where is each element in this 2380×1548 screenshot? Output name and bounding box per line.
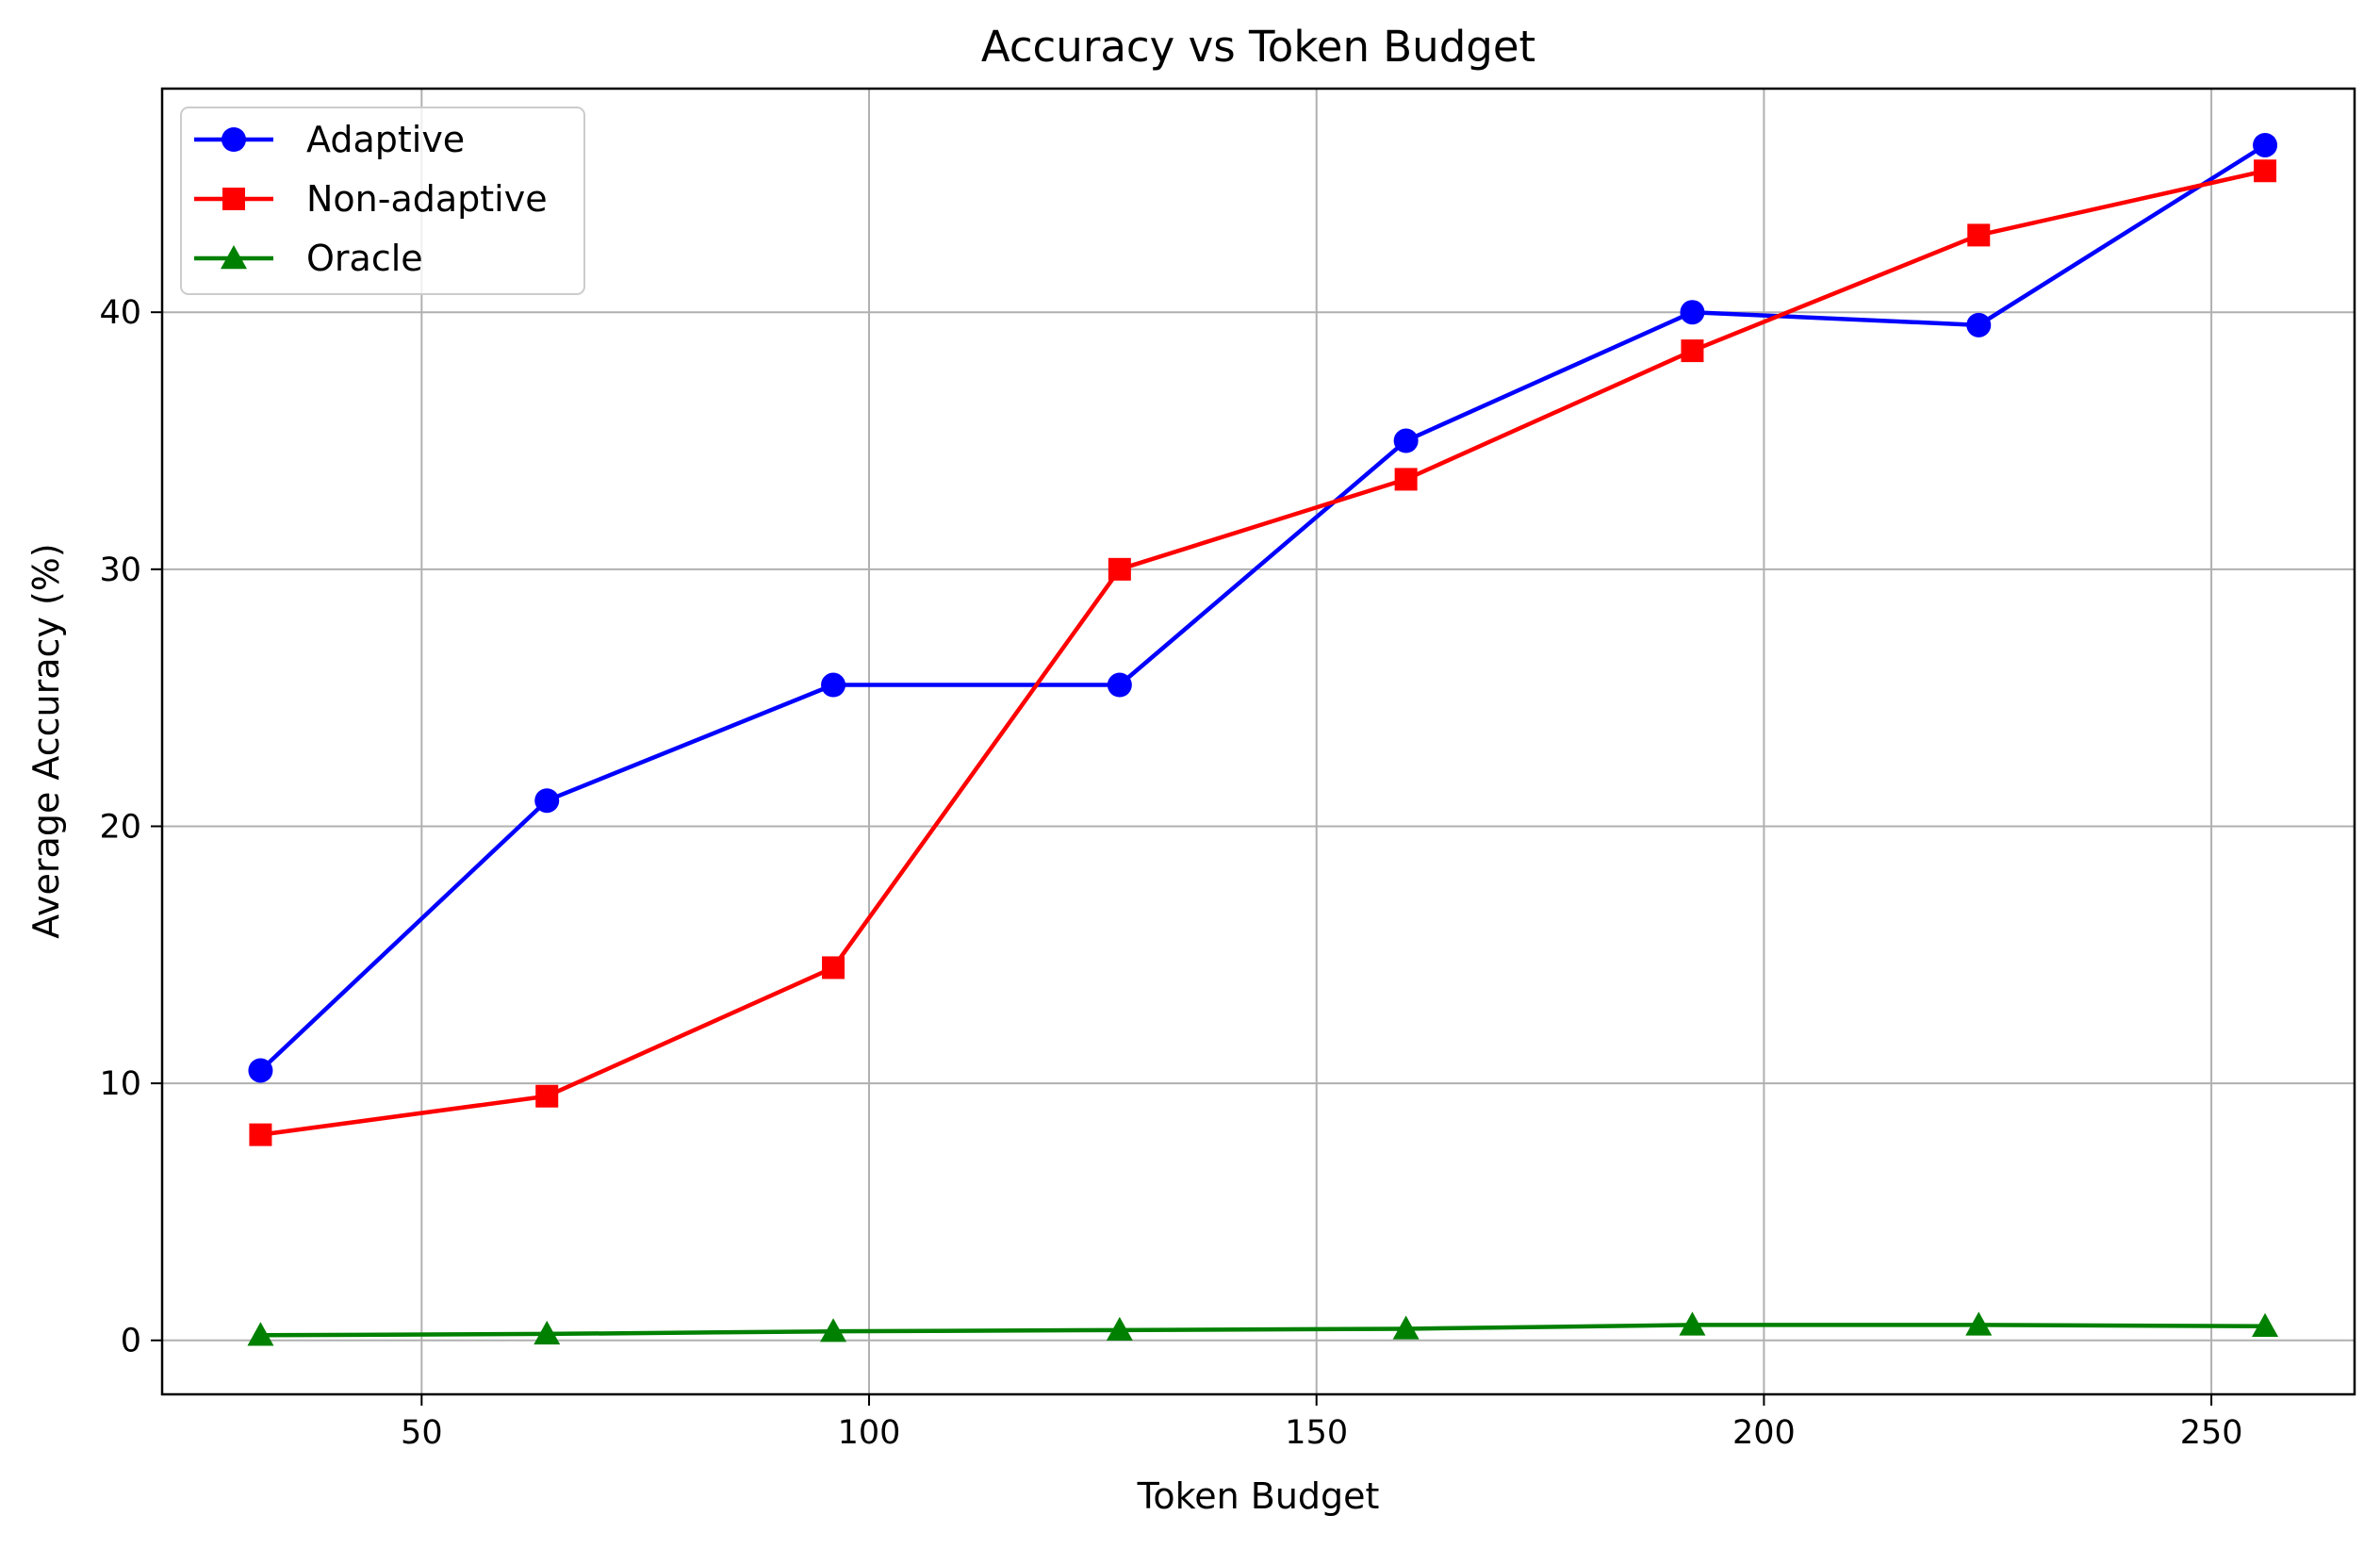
series-non-adaptive: [249, 159, 2277, 1146]
series-group: [247, 132, 2279, 1346]
ticks: 50 100 150 200 250 0 10 20 30 40: [99, 294, 2242, 1452]
x-tick-label: 250: [2180, 1414, 2243, 1452]
data-point-non-adaptive: [822, 956, 845, 980]
series-line-adaptive: [258, 143, 2267, 1073]
data-point-oracle: [1106, 1316, 1133, 1342]
x-tick-label: 150: [1285, 1414, 1348, 1452]
data-point-oracle: [533, 1320, 561, 1345]
data-point-oracle: [247, 1322, 274, 1346]
legend: Adaptive Non-adaptive Oracle: [180, 107, 585, 295]
x-tick-label: 200: [1732, 1414, 1796, 1452]
x-axis-label: Token Budget: [1137, 1475, 1380, 1517]
data-point-non-adaptive: [2254, 159, 2277, 183]
y-tick-label: 40: [99, 294, 141, 332]
legend-item-adaptive: Adaptive: [194, 119, 465, 160]
y-axis-label: Average Accuracy (%): [25, 543, 67, 938]
data-point-oracle: [1392, 1315, 1420, 1340]
x-tick-label: 100: [838, 1414, 901, 1452]
chart-title: Accuracy vs Token Budget: [981, 22, 1535, 72]
legend-label: Non-adaptive: [306, 178, 548, 220]
data-point-non-adaptive: [249, 1123, 272, 1146]
y-tick-label: 0: [121, 1323, 141, 1360]
legend-marker: [221, 245, 247, 270]
data-point-adaptive: [2253, 132, 2278, 157]
x-tick-label: 50: [401, 1414, 443, 1452]
grid: [162, 89, 2355, 1394]
data-point-oracle: [1965, 1311, 1993, 1336]
data-point-adaptive: [1680, 300, 1705, 325]
legend-item-non-adaptive: Non-adaptive: [194, 178, 548, 220]
series-line-non-adaptive: [260, 169, 2266, 1137]
legend-marker: [222, 188, 245, 210]
data-point-oracle: [820, 1318, 847, 1342]
data-point-adaptive: [1107, 672, 1132, 698]
data-point-non-adaptive: [1394, 468, 1418, 491]
data-point-non-adaptive: [1681, 339, 1704, 363]
legend-label: Adaptive: [306, 119, 465, 160]
data-point-adaptive: [821, 672, 846, 698]
data-point-adaptive: [1393, 428, 1419, 453]
data-point-adaptive: [1966, 312, 1992, 338]
y-tick-label: 20: [99, 808, 141, 846]
plot-frame: [160, 87, 2356, 1396]
series-oracle: [247, 1311, 2279, 1346]
data-point-non-adaptive: [535, 1084, 559, 1108]
data-point-non-adaptive: [1108, 557, 1131, 581]
data-point-adaptive: [248, 1058, 273, 1083]
data-point-adaptive: [534, 788, 560, 814]
legend-marker: [222, 127, 246, 152]
series-adaptive: [248, 132, 2278, 1083]
legend-box: [180, 107, 585, 295]
data-point-oracle: [1679, 1311, 1706, 1336]
series-line-oracle: [260, 1323, 2266, 1338]
data-point-non-adaptive: [1967, 223, 1991, 247]
legend-item-oracle: Oracle: [194, 238, 423, 279]
y-tick-label: 30: [99, 552, 141, 589]
y-tick-label: 10: [99, 1065, 141, 1103]
legend-label: Oracle: [306, 238, 423, 279]
data-point-oracle: [2252, 1312, 2279, 1337]
